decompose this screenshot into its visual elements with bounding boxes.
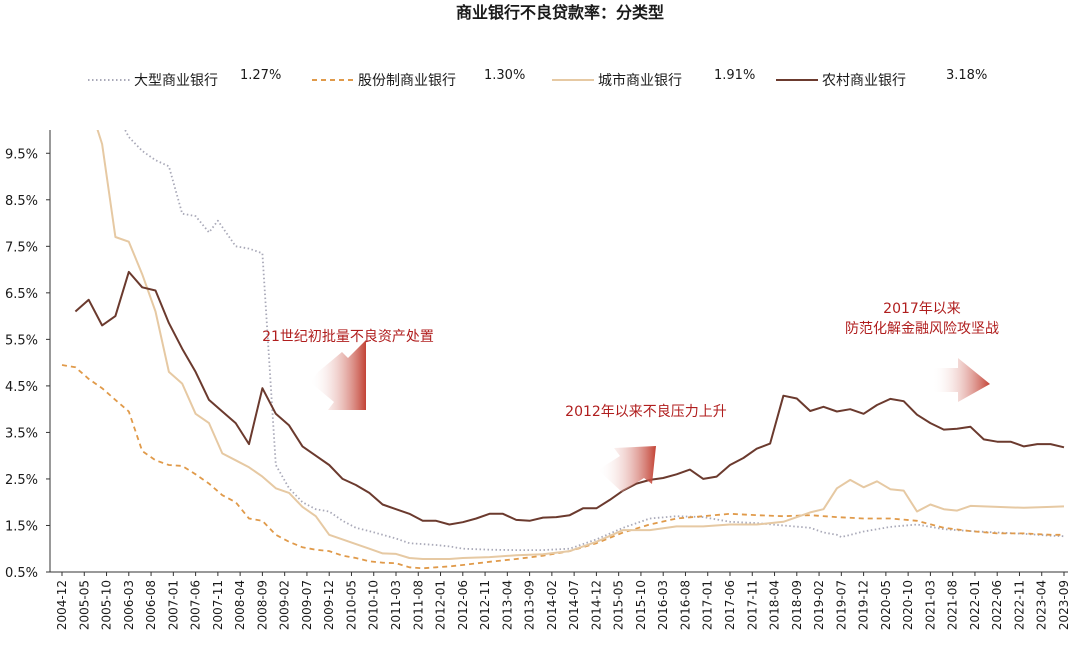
annotation-2017-line2: 防范化解金融风险攻坚战 xyxy=(845,320,999,337)
x-tick-label: 2009-12 xyxy=(322,580,336,630)
x-tick-label: 2005-10 xyxy=(100,580,114,630)
y-tick-label: 2.5% xyxy=(5,473,38,488)
x-tick-label: 2007-01 xyxy=(166,580,180,630)
y-tick-label: 7.5% xyxy=(5,240,38,255)
y-tick-label: 8.5% xyxy=(5,194,38,209)
x-tick-label: 2006-08 xyxy=(144,580,158,630)
x-tick-label: 2011-03 xyxy=(389,580,403,630)
series-lines xyxy=(61,130,1065,570)
x-tick-label: 2012-01 xyxy=(434,580,448,630)
x-tick-label: 2022-11 xyxy=(1012,580,1026,630)
legend-label-0: 大型商业银行 xyxy=(134,73,218,89)
x-tick-label: 2020-10 xyxy=(901,580,915,630)
annotation-arrows xyxy=(310,340,990,492)
x-tick-label: 2012-06 xyxy=(456,580,470,630)
x-tick-label: 2021-03 xyxy=(923,580,937,630)
x-tick-label: 2010-05 xyxy=(344,580,358,630)
x-tick-label: 2005-05 xyxy=(77,580,91,630)
x-tick-label: 2019-12 xyxy=(857,580,871,630)
x-tick-label: 2012-11 xyxy=(478,580,492,630)
legend-value-2: 1.91% xyxy=(714,68,755,83)
annotations: 21世纪初批量不良资产处置 2012年以来不良压力上升 2017年以来 防范化解… xyxy=(262,301,999,420)
x-tick-label: 2021-08 xyxy=(946,580,960,630)
x-tick-label: 2023-09 xyxy=(1057,580,1071,630)
legend-value-3: 3.18% xyxy=(946,68,987,83)
x-tick-label: 2006-03 xyxy=(122,580,136,630)
x-tick-label: 2013-09 xyxy=(523,580,537,630)
arrow-2012-pressure xyxy=(598,446,656,492)
x-tick-label: 2008-09 xyxy=(255,580,269,630)
x-tick-label: 2016-08 xyxy=(678,580,692,630)
x-tick-label: 2014-07 xyxy=(567,580,581,630)
x-tick-label: 2018-09 xyxy=(790,580,804,630)
x-tick-label: 2008-04 xyxy=(233,580,247,630)
x-tick-label: 2013-04 xyxy=(500,580,514,630)
legend-value-0: 1.27% xyxy=(240,68,281,83)
x-tick-label: 2023-04 xyxy=(1035,580,1049,630)
x-tick-label: 2009-07 xyxy=(300,580,314,630)
legend-label-1: 股份制商业银行 xyxy=(358,73,456,89)
x-tick-label: 2004-12 xyxy=(55,580,69,630)
x-tick-label: 2018-04 xyxy=(768,580,782,630)
x-tick-label: 2017-11 xyxy=(745,580,759,630)
x-axis-ticks: 2004-12 2005-05 2005-10 2006-03 2006-08 2007-… xyxy=(55,572,1071,630)
y-axis-ticks: 0.5% 1.5% 2.5% 3.5% 4.5% 5.5% 6.5% 7.5% 8.5% 9.5% xyxy=(5,147,50,581)
y-tick-label: 9.5% xyxy=(5,147,38,162)
x-tick-label: 2016-03 xyxy=(656,580,670,630)
x-tick-label: 2019-02 xyxy=(812,580,826,630)
x-tick-label: 2017-01 xyxy=(701,580,715,630)
y-tick-label: 1.5% xyxy=(5,519,38,534)
series-line-0 xyxy=(124,130,1065,551)
series-line-3 xyxy=(74,270,1065,526)
x-tick-label: 2017-06 xyxy=(723,580,737,630)
annotation-2017-line1: 2017年以来 xyxy=(883,301,961,317)
x-tick-label: 2020-05 xyxy=(879,580,893,630)
x-tick-label: 2015-10 xyxy=(634,580,648,630)
y-tick-label: 6.5% xyxy=(5,287,38,302)
annotation-2004: 21世纪初批量不良资产处置 xyxy=(262,328,434,345)
axes xyxy=(49,130,1068,573)
x-tick-label: 2011-08 xyxy=(411,580,425,630)
y-tick-label: 0.5% xyxy=(5,566,38,581)
x-tick-label: 2019-07 xyxy=(834,580,848,630)
y-tick-label: 4.5% xyxy=(5,380,38,395)
arrow-2004-disposal xyxy=(310,340,366,410)
legend: 大型商业银行 1.27% 股份制商业银行 1.30% 城市商业银行 1.91% 农村商业银行… xyxy=(88,68,987,89)
x-tick-label: 2014-02 xyxy=(545,580,559,630)
y-tick-label: 3.5% xyxy=(5,426,38,441)
x-tick-label: 2007-11 xyxy=(211,580,225,630)
x-tick-label: 2010-10 xyxy=(367,580,381,630)
x-tick-label: 2007-06 xyxy=(189,580,203,630)
arrow-2017-campaign xyxy=(932,358,990,402)
x-tick-label: 2009-02 xyxy=(278,580,292,630)
x-tick-label: 2022-01 xyxy=(968,580,982,630)
x-tick-label: 2014-12 xyxy=(589,580,603,630)
annotation-2012: 2012年以来不良压力上升 xyxy=(565,404,727,420)
chart-title: 商业银行不良贷款率：分类型 xyxy=(456,3,664,22)
x-tick-label: 2015-05 xyxy=(612,580,626,630)
legend-label-3: 农村商业银行 xyxy=(822,73,906,89)
series-line-2 xyxy=(96,130,1065,560)
y-tick-label: 5.5% xyxy=(5,333,38,348)
legend-label-2: 城市商业银行 xyxy=(598,72,682,89)
legend-value-1: 1.30% xyxy=(484,68,525,83)
series-line-1 xyxy=(61,364,1064,570)
x-tick-label: 2022-06 xyxy=(990,580,1004,630)
